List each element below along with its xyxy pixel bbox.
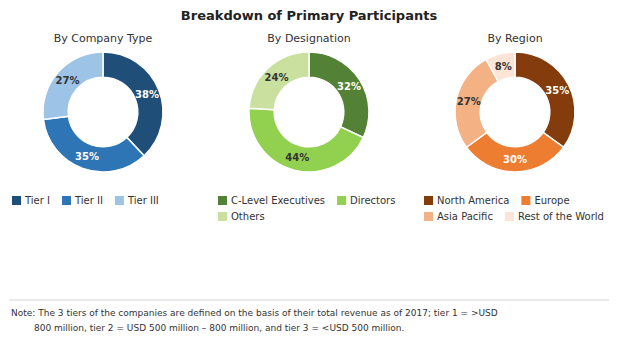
legend-label: Europe: [534, 195, 569, 206]
legend: Tier I Tier II Tier III: [12, 195, 159, 206]
legend-label: Tier I: [24, 195, 50, 206]
data-label: 8%: [495, 61, 512, 72]
data-label: 27%: [55, 75, 79, 86]
legend: C-Level Executives Directors Others: [218, 195, 395, 222]
donut-slice: [249, 52, 309, 110]
legend-swatch: [218, 196, 227, 205]
legend-item: Europe: [521, 195, 569, 206]
data-label: 27%: [457, 96, 481, 107]
legend-item: North America: [424, 195, 509, 206]
divider: [9, 300, 609, 301]
legend-label: Others: [231, 211, 265, 222]
chart-root: Breakdown of Primary Participants By Comp…: [0, 0, 618, 353]
data-label: 35%: [75, 151, 99, 162]
legend-swatch: [424, 196, 433, 205]
legend-item: Directors: [337, 195, 395, 206]
donut-slice: [103, 52, 163, 156]
legend-item: Tier I: [12, 195, 50, 206]
legend-swatch: [62, 196, 71, 205]
data-labels: 35% 30% 27% 8%: [457, 61, 569, 165]
legend-swatch: [424, 212, 433, 221]
data-label: 24%: [265, 72, 289, 83]
data-label: 30%: [503, 154, 527, 165]
legend-label: Directors: [350, 195, 395, 206]
legend-item: Tier III: [115, 195, 159, 206]
data-label: 32%: [337, 81, 361, 92]
subplot-title: By Designation: [267, 32, 350, 45]
slices: [249, 52, 369, 172]
legend-item: Rest of the World: [505, 211, 604, 222]
legend-swatch: [115, 196, 124, 205]
slices: [455, 52, 575, 172]
slices: [43, 52, 163, 172]
subplot-title: By Company Type: [54, 32, 153, 45]
note: 800 million, tier 2 = USD 500 million – …: [34, 323, 404, 333]
legend: North America Europe Asia Pacific Rest of t…: [424, 195, 604, 222]
legend-item: Asia Pacific: [424, 211, 493, 222]
donut-slice: [43, 52, 103, 120]
legend-label: Tier III: [127, 195, 159, 206]
legend-swatch: [12, 196, 21, 205]
legend-label: Rest of the World: [518, 211, 604, 222]
donut-slice: [455, 59, 498, 147]
legend-item: Tier II: [62, 195, 103, 206]
note: Note: The 3 tiers of the companies are d…: [11, 308, 498, 318]
donut-chart: By Company Type38%35%27%Tier ITier IITie…: [12, 32, 163, 206]
data-labels: 32% 44% 24%: [265, 72, 361, 163]
donut-slice: [486, 52, 515, 82]
legend-label: Asia Pacific: [437, 211, 493, 222]
donut-slice: [466, 132, 563, 172]
legend-swatch: [505, 212, 514, 221]
donut-chart: By Region 35% 30% 27% 8% North America Europe A…: [424, 32, 604, 222]
legend-label: Tier II: [74, 195, 103, 206]
chart-title: Breakdown of Primary Participants: [181, 8, 438, 23]
donut-slice: [43, 116, 144, 172]
legend-swatch: [521, 196, 530, 205]
donut-chart: By Designation 32% 44% 24% C-Level Executive…: [218, 32, 395, 222]
donut-slice: [249, 108, 363, 172]
legend-swatch: [337, 196, 346, 205]
legend-item: Others: [218, 211, 265, 222]
legend-item: C-Level Executives: [218, 195, 325, 206]
data-label: 35%: [545, 85, 569, 96]
data-label: 44%: [285, 152, 309, 163]
legend-label: C-Level Executives: [231, 195, 325, 206]
subplot-title: By Region: [487, 32, 542, 45]
legend-swatch: [218, 212, 227, 221]
data-labels: 38% 35% 27%: [55, 75, 159, 162]
data-label: 38%: [135, 89, 159, 100]
legend-label: North America: [437, 195, 509, 206]
donut-slice: [309, 52, 369, 138]
